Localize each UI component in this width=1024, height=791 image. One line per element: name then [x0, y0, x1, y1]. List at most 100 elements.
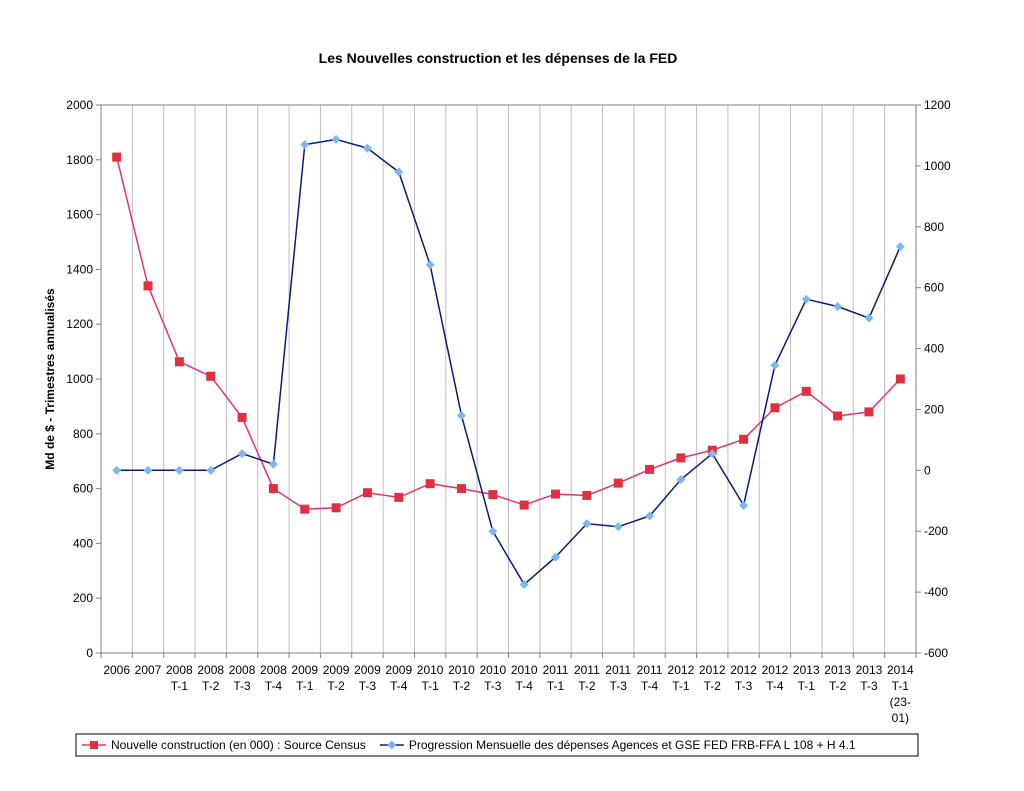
y-right-tick-label: -400	[924, 585, 948, 599]
data-point	[582, 519, 592, 529]
y-axis-left: 0 200 400 600 800 1000 1200 1400 1600 1800 2000	[66, 98, 101, 660]
x-tick-label-line: T-2	[578, 679, 596, 693]
data-point	[331, 134, 341, 144]
x-tick-label-line: 2009	[354, 663, 381, 677]
x-tick-label: 2007	[135, 663, 162, 677]
data-point	[676, 453, 686, 463]
x-tick-label-line: 2011	[543, 663, 569, 677]
y-right-tick-label: 400	[924, 342, 944, 356]
x-tick-label: 2014 T-1 (23- 01)	[887, 663, 914, 725]
x-tick-label: 2009 T-3	[354, 663, 381, 693]
legend-label: Nouvelle construction (en 000) : Source …	[111, 738, 366, 752]
x-tick-label-line: 01)	[892, 711, 909, 725]
data-point	[676, 474, 686, 484]
y-right-tick-label: 200	[924, 402, 944, 416]
data-point	[300, 504, 310, 514]
series-1	[112, 152, 905, 514]
x-tick-label-line: T-1	[547, 679, 565, 693]
x-tick-label: 2012 T-4	[762, 663, 789, 693]
data-point	[895, 374, 905, 384]
x-tick-label: 2009 T-4	[385, 663, 412, 693]
series-2	[112, 134, 905, 589]
y-left-tick-label: 1600	[66, 208, 93, 222]
data-point	[488, 490, 498, 500]
x-tick-label: 2012 T-2	[699, 663, 726, 693]
x-tick-label-line: 2012	[699, 663, 726, 677]
legend-item-2: Progression Mensuelle des dépenses Agenc…	[379, 738, 856, 752]
x-tick-label: 2008 T-1	[166, 663, 193, 693]
x-tick-label: 2011 T-4	[637, 663, 663, 693]
x-tick-label: 2010 T-1	[417, 663, 444, 693]
data-point	[174, 357, 184, 367]
data-point	[519, 580, 529, 589]
y-left-tick-label: 1800	[66, 153, 93, 167]
x-tick-label-line: T-4	[265, 679, 283, 693]
x-tick-label-line: 2009	[323, 663, 350, 677]
x-tick-label-line: T-2	[829, 679, 847, 693]
data-point	[613, 522, 623, 532]
x-tick-label: 2013 T-2	[824, 663, 851, 693]
x-tick-label: 2008 T-3	[229, 663, 256, 693]
x-tick-label-line: 2009	[385, 663, 412, 677]
x-tick-label-line: T-2	[704, 679, 722, 693]
data-point	[268, 484, 278, 494]
x-tick-label-line: 2012	[730, 663, 757, 677]
legend-marker	[387, 740, 397, 750]
data-point	[770, 403, 780, 413]
x-tick-label-line: 2012	[762, 663, 789, 677]
y-left-tick-label: 800	[73, 427, 93, 441]
x-tick-label: 2010 T-3	[479, 663, 506, 693]
chart-title: Les Nouvelles construction et les dépens…	[319, 50, 678, 66]
x-tick-label: 2009 T-2	[323, 663, 350, 693]
x-tick-label-line: T-3	[233, 679, 251, 693]
data-point	[237, 412, 247, 422]
data-point	[645, 464, 655, 474]
data-point	[394, 492, 404, 502]
x-tick-label-line: 2007	[135, 663, 162, 677]
x-tick-label-line: 2011	[574, 663, 600, 677]
data-point	[206, 465, 216, 475]
x-tick-label-line: 2013	[793, 663, 820, 677]
data-point	[237, 449, 247, 459]
data-point	[174, 465, 184, 475]
grid	[131, 105, 886, 653]
x-tick-label-line: T-3	[860, 679, 878, 693]
data-point	[425, 260, 435, 270]
x-tick-label-line: T-3	[359, 679, 377, 693]
data-point	[801, 294, 811, 304]
data-point	[739, 500, 749, 510]
series-line	[115, 156, 901, 510]
x-tick-label-line: T-3	[610, 679, 628, 693]
x-tick-label: 2012 T-3	[730, 663, 757, 693]
x-tick-label-line: T-4	[641, 679, 659, 693]
legend-label: Progression Mensuelle des dépenses Agenc…	[409, 738, 856, 752]
x-tick-label: 2012 T-1	[668, 663, 695, 693]
x-tick-label-line: (23-	[890, 695, 911, 709]
y-left-tick-label: 600	[73, 482, 93, 496]
x-tick-label: 2006	[103, 663, 130, 677]
y-left-tick-label: 200	[73, 591, 93, 605]
y-right-tick-label: 1200	[924, 98, 951, 112]
data-point	[488, 526, 498, 536]
x-tick-label-line: 2006	[103, 663, 130, 677]
x-tick-label-line: T-1	[296, 679, 314, 693]
data-point	[331, 503, 341, 513]
x-tick-label-line: 2013	[856, 663, 883, 677]
x-tick-label-line: T-1	[171, 679, 189, 693]
series-line	[116, 138, 901, 586]
data-point	[112, 152, 122, 162]
data-point	[864, 313, 874, 323]
data-point	[833, 411, 843, 421]
y-left-tick-label: 1200	[66, 317, 93, 331]
x-tick-label-line: 2009	[291, 663, 318, 677]
y-right-tick-label: -600	[924, 646, 948, 660]
x-tick-label-line: 2008	[229, 663, 256, 677]
y-axis-left-label: Md de $ - Trimestres annualisés	[43, 288, 57, 470]
x-tick-label-line: 2010	[479, 663, 506, 677]
data-point	[143, 465, 153, 475]
x-tick-label-line: 2011	[605, 663, 631, 677]
x-tick-label: 2013 T-1	[793, 663, 820, 693]
data-point	[268, 459, 278, 469]
y-right-tick-label: 1000	[924, 159, 951, 173]
